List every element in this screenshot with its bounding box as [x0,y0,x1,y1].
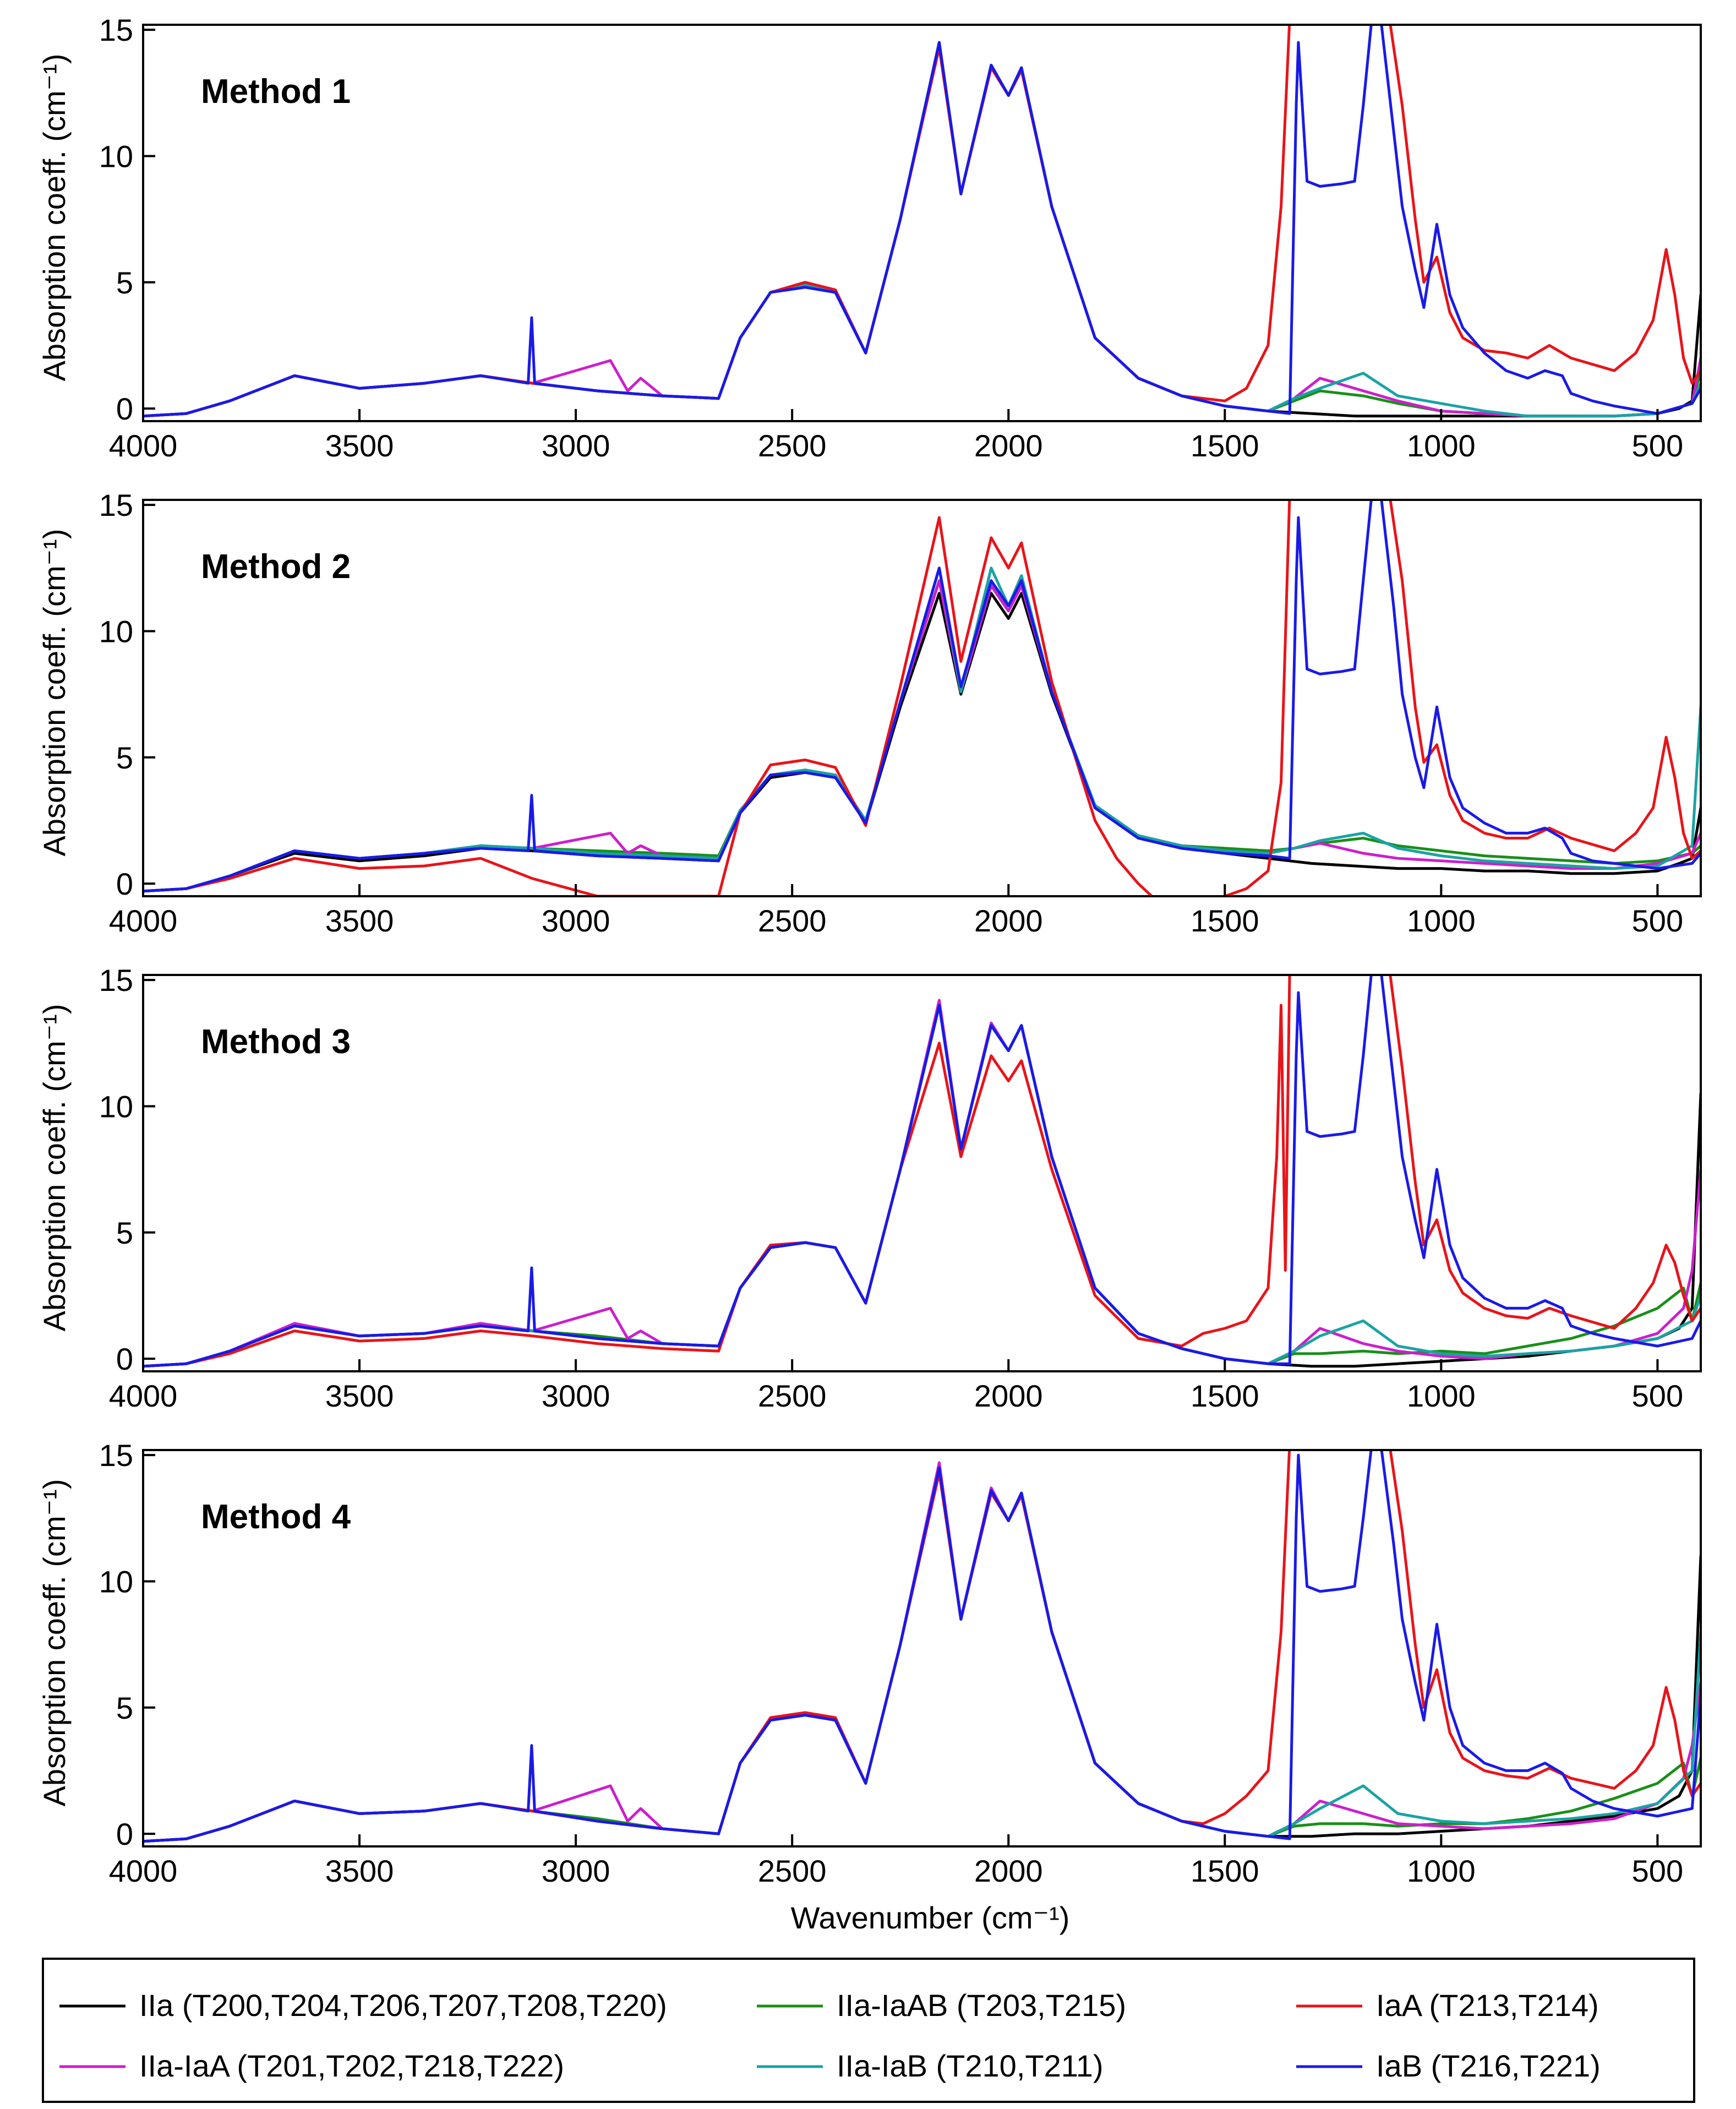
x-tick-label: 500 [1632,1854,1683,1888]
y-axis-label: Absorption coeff. (cm⁻¹) [37,529,72,857]
y-axis-label: Absorption coeff. (cm⁻¹) [37,54,72,382]
x-tick-label: 2000 [974,428,1043,463]
y-tick-label: 15 [99,13,133,47]
x-tick-label: 500 [1632,903,1683,938]
legend-label-iia-iaab: IIa-IaAB (T203,T215) [837,1988,1126,2023]
series-line-iab [143,975,1701,1368]
series-line-iia [143,41,1701,418]
series-line-iaa [143,25,1701,418]
x-axis-label: Wavenumber (cm⁻¹) [791,1900,1070,1935]
x-tick-label: 3000 [542,903,610,938]
series-group [143,975,1701,1368]
panel-title: Method 4 [201,1498,351,1536]
panel-title: Method 2 [201,548,351,586]
series-line-iia-iaab [143,41,1701,418]
x-tick-label: 4000 [109,1854,178,1888]
plot-frame [142,974,1702,1372]
y-tick-label: 15 [99,488,133,522]
x-tick-label: 4000 [109,1378,178,1413]
x-tick-label: 4000 [109,428,178,463]
x-tick-label: 1500 [1191,1854,1259,1888]
x-tick-label: 2000 [974,903,1043,938]
series-line-iia-iaa [143,999,1701,1368]
series-group [143,500,1701,896]
legend-label-iia: IIa (T200,T204,T206,T207,T208,T220) [139,1988,667,2023]
y-tick-label: 5 [116,1216,133,1250]
y-tick-label: 10 [99,1564,133,1599]
panel-method-1: 4000 3500 3000 2500 2000 1500 1000 500 0 5 10 15 Abs… [37,13,1702,463]
x-tick-label: 2000 [974,1854,1043,1888]
y-tick-label: 0 [116,1817,133,1851]
x-tick-label: 1500 [1191,428,1259,463]
x-tick-label: 2500 [758,903,827,938]
x-tick-label: 1500 [1191,903,1259,938]
x-tick-label: 3000 [542,428,610,463]
legend: IIa (T200,T204,T206,T207,T208,T220) IIa-I… [42,1958,1695,2103]
x-tick-label: 4000 [109,903,178,938]
plot-frame [142,499,1702,897]
panel-method-2: 4000 3500 3000 2500 2000 1500 1000 500 0 5 10 15 Abs… [37,488,1702,938]
series-line-iia-iab [143,1004,1701,1368]
x-tick-label: 3500 [325,1378,394,1413]
x-tick-label: 1000 [1407,428,1476,463]
series-line-iia-iaa [143,41,1701,418]
y-tick-label: 5 [116,740,133,775]
series-line-iia-iab [143,566,1701,893]
series-line-iab [143,500,1701,893]
y-tick-label: 0 [116,391,133,426]
x-tick-label: 500 [1632,1378,1683,1413]
series-line-iia-iab [143,1466,1701,1843]
series-line-iia-iaa [143,1461,1701,1843]
plot-frame [142,24,1702,422]
legend-box [42,1958,1695,2103]
series-group [143,25,1701,418]
y-tick-label: 5 [116,1691,133,1725]
legend-label-iia-iaa: IIa-IaA (T201,T202,T218,T222) [139,2048,564,2083]
x-tick-label: 500 [1632,428,1683,463]
x-tick-label: 3500 [325,903,394,938]
x-tick-label: 1000 [1407,1854,1476,1888]
y-tick-label: 10 [99,139,133,173]
x-tick-label: 2500 [758,428,827,463]
panel-method-4: 4000 3500 3000 2500 2000 1500 1000 500 0 5 10 15 Abs… [37,1438,1702,1888]
series-line-iaa [143,975,1701,1368]
x-tick-label: 2500 [758,1854,827,1888]
panel-title: Method 3 [201,1023,351,1061]
y-tick-label: 10 [99,614,133,648]
series-line-iia [143,1466,1701,1843]
x-tick-label: 3500 [325,1854,394,1888]
x-tick-label: 2500 [758,1378,827,1413]
x-tick-label: 3000 [542,1854,610,1888]
y-tick-label: 5 [116,265,133,300]
y-tick-label: 0 [116,867,133,901]
series-line-iab [143,25,1701,418]
x-tick-label: 1000 [1407,1378,1476,1413]
x-tick-label: 2000 [974,1378,1043,1413]
series-line-iia-iaab [143,1004,1701,1368]
series-line-iab [143,1450,1701,1843]
series-line-iia-iab [143,41,1701,418]
panel-method-3: 4000 3500 3000 2500 2000 1500 1000 500 0 5 10 15 Abs… [37,963,1702,1413]
series-line-iia-iaab [143,1466,1701,1843]
x-tick-label: 1500 [1191,1378,1259,1413]
y-tick-label: 10 [99,1089,133,1124]
series-line-iaa [143,500,1701,896]
y-tick-label: 0 [116,1342,133,1376]
series-group [143,1450,1701,1843]
series-line-iia [143,1004,1701,1368]
series-line-iaa [143,1450,1701,1843]
y-axis-label: Absorption coeff. (cm⁻¹) [37,1004,72,1332]
x-tick-label: 3000 [542,1378,610,1413]
legend-label-iaa: IaA (T213,T214) [1376,1988,1599,2023]
y-tick-label: 15 [99,963,133,998]
x-tick-label: 3500 [325,428,394,463]
y-tick-label: 15 [99,1438,133,1473]
x-tick-label: 1000 [1407,903,1476,938]
panel-title: Method 1 [201,73,351,111]
plot-frame [142,1449,1702,1848]
y-axis-label: Absorption coeff. (cm⁻¹) [37,1479,72,1807]
legend-label-iia-iab: IIa-IaB (T210,T211) [837,2048,1104,2083]
legend-label-iab: IaB (T216,T221) [1376,2048,1601,2083]
